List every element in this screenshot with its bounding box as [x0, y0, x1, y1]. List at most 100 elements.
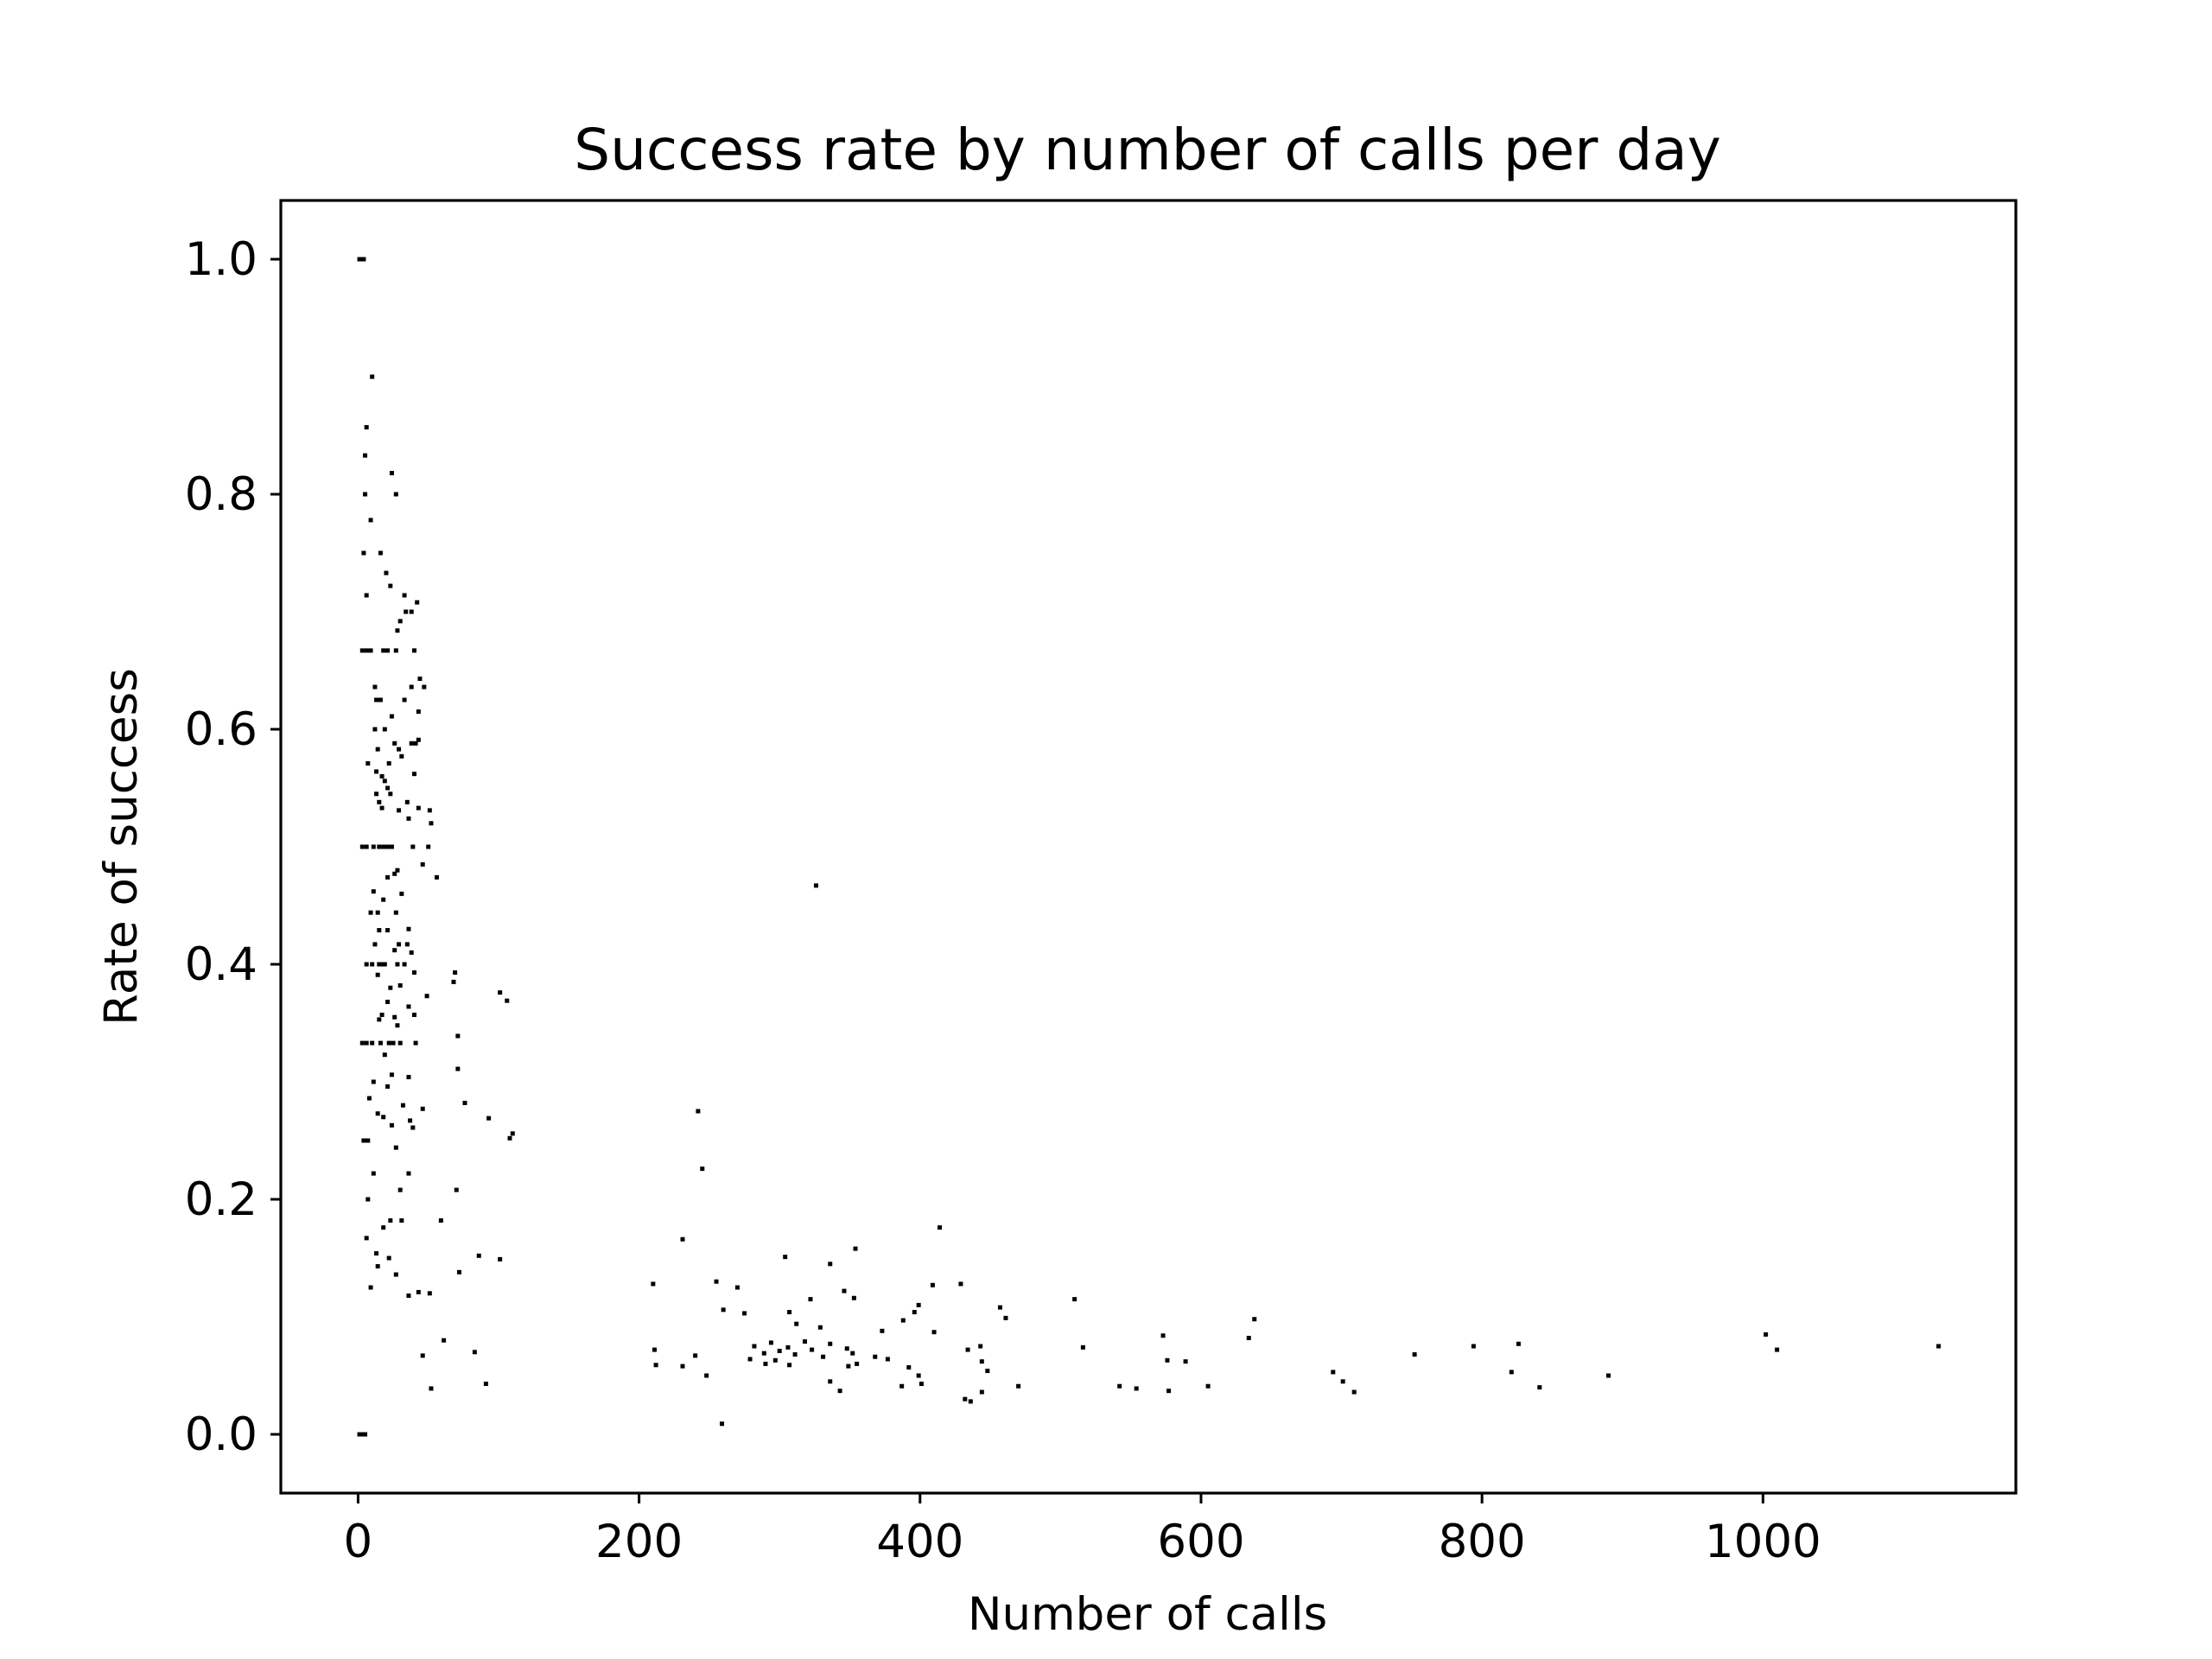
scatter-point — [402, 593, 407, 598]
scatter-point — [415, 600, 420, 605]
scatter-point — [377, 1017, 382, 1022]
scatter-point — [930, 1282, 935, 1287]
scatter-point — [370, 962, 375, 967]
scatter-point — [507, 1135, 512, 1141]
scatter-point — [395, 1023, 400, 1028]
x-tick-label: 200 — [595, 1516, 683, 1568]
scatter-point — [899, 1383, 905, 1389]
scatter-point — [498, 990, 503, 995]
scatter-point — [364, 844, 369, 849]
scatter-point — [885, 1357, 890, 1362]
scatter-point — [734, 1285, 740, 1290]
scatter-point — [1165, 1357, 1170, 1363]
scatter-point — [413, 1040, 418, 1046]
scatter-point — [853, 1246, 858, 1251]
x-tick-label: 800 — [1439, 1516, 1526, 1568]
y-tick-label: 0.0 — [185, 1408, 257, 1461]
scatter-point — [787, 1363, 792, 1368]
scatter-point — [375, 747, 380, 752]
scatter-point — [483, 1382, 488, 1387]
scatter-point — [372, 727, 378, 732]
scatter-point — [916, 1373, 921, 1378]
scatter-point — [410, 844, 416, 849]
scatter-point — [392, 871, 397, 876]
scatter-point — [381, 648, 386, 653]
scatter-point — [374, 1251, 379, 1256]
scatter-point — [389, 471, 394, 476]
scatter-point — [399, 1217, 404, 1223]
scatter-point — [486, 1116, 492, 1121]
scatter-point — [1003, 1315, 1008, 1320]
scatter-point — [427, 1291, 432, 1296]
scatter-point — [404, 609, 409, 614]
x-tick-label: 1000 — [1705, 1516, 1821, 1568]
scatter-point — [381, 1225, 386, 1230]
scatter-point — [385, 874, 391, 880]
scatter-point — [426, 844, 431, 849]
scatter-point — [785, 1344, 791, 1350]
scatter-point — [377, 962, 382, 967]
scatter-point — [411, 772, 416, 777]
scatter-point — [397, 808, 402, 813]
scatter-point — [763, 1361, 768, 1366]
scatter-point — [846, 1363, 851, 1369]
scatter-point — [406, 1171, 411, 1176]
scatter-point — [368, 910, 373, 915]
scatter-point — [364, 962, 369, 967]
scatter-point — [404, 799, 410, 804]
scatter-point — [978, 1344, 983, 1349]
scatter-point — [359, 648, 365, 653]
scatter-point — [389, 844, 394, 849]
scatter-point — [1117, 1383, 1122, 1389]
chart-title: Success rate by number of calls per day — [574, 117, 1721, 183]
scatter-point — [379, 773, 385, 779]
scatter-point — [808, 1297, 813, 1302]
scatter-point — [1340, 1379, 1345, 1384]
scatter-point — [680, 1363, 685, 1369]
scatter-point — [906, 1364, 912, 1370]
scatter-point — [416, 805, 421, 810]
scatter-point — [393, 910, 398, 915]
scatter-point — [420, 1353, 425, 1358]
scatter-point — [828, 1262, 833, 1267]
scatter-point — [1252, 1317, 1257, 1322]
scatter-point — [370, 1040, 375, 1046]
data-points — [357, 257, 1942, 1437]
scatter-point — [420, 861, 425, 867]
scatter-point — [1351, 1389, 1357, 1395]
scatter-point — [416, 1289, 421, 1294]
scatter-point — [378, 1040, 383, 1046]
scatter-point — [810, 1347, 815, 1352]
scatter-point — [747, 1357, 753, 1362]
scatter-point — [714, 1279, 719, 1284]
scatter-point — [385, 785, 391, 791]
scatter-point — [386, 1040, 391, 1046]
scatter-point — [375, 972, 380, 977]
scatter-point — [364, 424, 369, 429]
scatter-point — [855, 1361, 860, 1366]
scatter-point — [783, 1255, 788, 1260]
scatter-point — [1764, 1332, 1769, 1337]
scatter-point — [963, 1396, 968, 1402]
scatter-point — [397, 942, 402, 947]
scatter-point — [375, 910, 380, 915]
scatter-point — [378, 550, 383, 556]
scatter-point — [413, 741, 418, 746]
scatter-point — [389, 1072, 394, 1077]
scatter-point — [363, 453, 368, 458]
scatter-point — [424, 994, 429, 999]
scatter-point — [410, 1125, 416, 1130]
scatter-point — [397, 982, 403, 988]
scatter-point — [1080, 1344, 1085, 1350]
scatter-point — [438, 1217, 443, 1223]
scatter-point — [1331, 1370, 1336, 1375]
scatter-point — [359, 844, 365, 849]
scatter-point — [742, 1311, 747, 1316]
scatter-point — [938, 1225, 943, 1230]
scatter-point — [931, 1330, 937, 1335]
scatter-point — [1134, 1386, 1139, 1391]
scatter-point — [968, 1399, 973, 1404]
scatter-point — [371, 1171, 376, 1176]
scatter-point — [400, 1103, 405, 1108]
scatter-point — [453, 970, 458, 976]
